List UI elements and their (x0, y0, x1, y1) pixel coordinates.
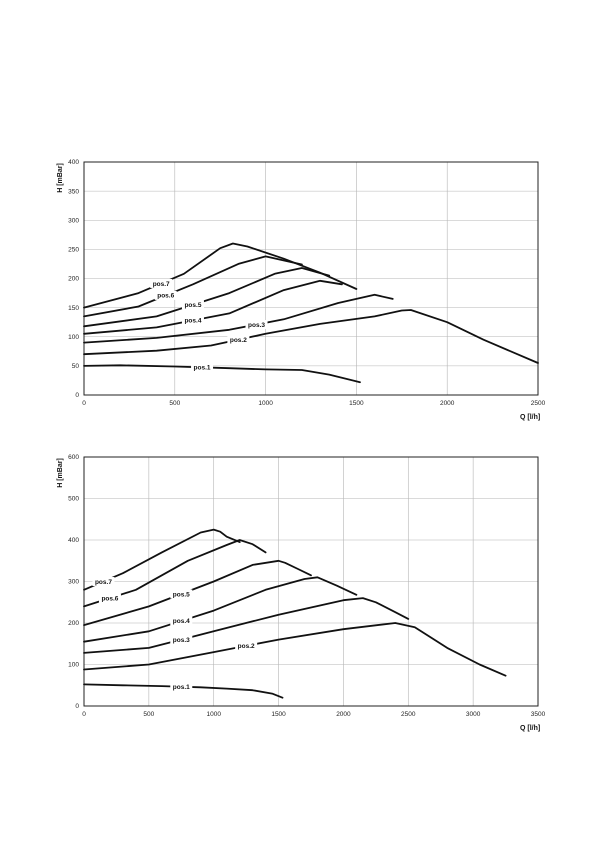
curve-label: pos.5 (173, 591, 190, 598)
curve-label-bg (154, 290, 177, 300)
x-tick-label: 2500 (401, 711, 416, 718)
curve-label-bg (227, 335, 250, 345)
curve-label-bg (170, 635, 193, 645)
series-line-pos5 (83, 559, 312, 626)
x-tick-label: 2000 (336, 711, 351, 718)
series-line-pos3 (83, 293, 394, 344)
curve-label-bg (245, 320, 268, 330)
y-tick-label: 200 (68, 620, 79, 627)
y-tick-label: 400 (68, 159, 79, 166)
curve-label: pos.2 (230, 337, 247, 344)
x-axis-label: Q [l/h] (520, 725, 540, 732)
y-tick-label: 300 (68, 579, 79, 586)
curve-label: pos.5 (184, 302, 201, 309)
bottom-chart: 0 100 200 300 400 500 600 0 500 1000 1500 2000 2500 3… (57, 454, 546, 732)
x-tick-label: 0 (82, 400, 86, 407)
series-line-pos2 (83, 309, 539, 364)
x-tick-label: 1500 (349, 400, 364, 407)
series-line-pos6 (83, 255, 303, 318)
x-axis-label: Q [l/h] (520, 414, 540, 421)
x-tick-label: 3500 (531, 711, 546, 718)
top-chart: 0 50 100 150 200 250 300 350 400 0 500 1000 1500 2000… (57, 159, 546, 421)
curve-label-bg (181, 300, 204, 310)
y-tick-label: 100 (68, 662, 79, 669)
x-tick-label: 3000 (466, 711, 481, 718)
curve-label-bg (170, 682, 193, 692)
y-tick-label: 100 (68, 334, 79, 341)
plot-frame (83, 161, 539, 396)
curve-label: pos.6 (157, 293, 174, 300)
y-tick-label: 150 (68, 305, 79, 312)
x-tick-label: 2500 (531, 400, 546, 407)
series-line-pos4 (83, 576, 358, 643)
curve-label: pos.4 (173, 618, 190, 625)
curve-label-bg (150, 278, 173, 288)
y-tick-label: 350 (68, 188, 79, 195)
curve-label-bg (191, 362, 214, 372)
x-tick-label: 0 (82, 711, 86, 718)
curve-label: pos.4 (184, 318, 201, 325)
x-tick-label: 1500 (271, 711, 286, 718)
curve-label: pos.7 (153, 281, 170, 288)
curve-label-bg (181, 315, 204, 325)
y-axis-label: H [mBar] (57, 163, 64, 193)
series-line-pos5 (83, 267, 331, 328)
series-line-pos2 (83, 622, 507, 677)
curve-label-bg (170, 589, 193, 599)
curve-label: pos.1 (194, 365, 211, 372)
x-tick-label: 500 (169, 400, 180, 407)
y-tick-label: 600 (68, 454, 79, 461)
curve-label: pos.6 (101, 595, 118, 602)
y-tick-label: 500 (68, 496, 79, 503)
y-tick-label: 50 (72, 363, 80, 370)
y-axis-label: H [mBar] (57, 458, 64, 488)
x-tick-label: 1000 (206, 711, 221, 718)
curve-label-bg (92, 577, 115, 586)
y-tick-label: 200 (68, 276, 79, 283)
series-line-pos1 (83, 364, 361, 384)
curve-label: pos.2 (238, 643, 255, 650)
curve-label: pos.1 (173, 684, 190, 691)
curve-label: pos.7 (95, 579, 112, 586)
curve-label-bg (98, 593, 121, 603)
curve-label-bg (170, 616, 193, 626)
y-tick-label: 0 (75, 703, 79, 710)
curve-label: pos.3 (248, 322, 265, 329)
grid (83, 161, 539, 396)
plot-frame (83, 456, 539, 707)
y-tick-label: 300 (68, 217, 79, 224)
curve-label-bg (235, 641, 258, 651)
y-tick-label: 400 (68, 537, 79, 544)
x-tick-label: 500 (143, 711, 154, 718)
series-line-pos7 (83, 242, 358, 309)
y-tick-label: 0 (75, 392, 79, 399)
series-line-pos1 (83, 683, 284, 699)
curve-label: pos.3 (173, 637, 190, 644)
series-line-pos4 (83, 279, 343, 335)
series-line-pos6 (83, 539, 267, 608)
series-line-pos7 (83, 528, 241, 591)
x-tick-label: 2000 (440, 400, 455, 407)
x-tick-label: 1000 (258, 400, 273, 407)
y-tick-label: 250 (68, 247, 79, 254)
